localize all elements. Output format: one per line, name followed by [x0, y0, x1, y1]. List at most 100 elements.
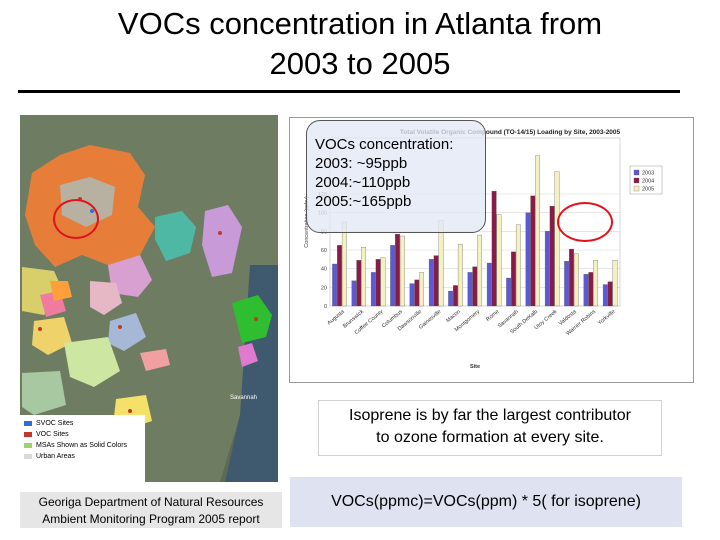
chart-legend-swatch	[633, 177, 640, 184]
msa-region-violet	[238, 343, 258, 367]
map-legend-swatch	[24, 443, 32, 448]
map-city-label: Savannah	[230, 395, 258, 401]
chart-bar-2005	[573, 253, 579, 307]
columbus-msa	[32, 317, 72, 355]
voc-site-marker	[218, 231, 222, 235]
map-legend-item: MSAs Shown as Solid Colors	[24, 440, 145, 451]
map-graphic	[20, 115, 278, 482]
voc-callout-heading: VOCs concentration:	[315, 136, 454, 153]
slide-title-line1: VOCs concentration in Atlanta from	[117, 6, 603, 41]
chart-bar-2003	[332, 263, 338, 307]
chart-y-tick-label: 40	[321, 267, 327, 273]
chart-legend-swatch	[633, 185, 640, 192]
chart-bar-2005	[438, 219, 444, 307]
chart-bar-2005	[612, 260, 618, 307]
augusta-msa	[202, 205, 242, 277]
voc-site-marker	[254, 317, 258, 321]
chart-bar-2005	[399, 235, 405, 307]
chart-bar-2004	[491, 191, 497, 307]
map-legend-label: MSAs Shown as Solid Colors	[36, 442, 128, 449]
voc-callout-2004: 2004:~110ppb	[315, 174, 411, 191]
slide-title: VOCs concentration in Atlanta from 2003 …	[20, 4, 700, 84]
chart-bar-2005	[535, 155, 541, 307]
map-legend-label: VOC Sites	[36, 431, 69, 438]
map-legend-item: Urban Areas	[24, 451, 145, 462]
chart-bar-2003	[525, 212, 531, 307]
chart-title: Total Volatile Organic Compound (TO-14/1…	[400, 129, 621, 136]
slide-title-line2: 2003 to 2005	[269, 46, 451, 81]
chart-bar-2004	[549, 205, 555, 307]
chart-bar-2003	[448, 290, 454, 307]
chart-y-tick-label: 0	[324, 304, 327, 310]
msa-region-lightgreen	[64, 337, 120, 387]
chart-bar-2004	[588, 272, 594, 307]
chart-bar-2004	[414, 279, 420, 307]
msa-region-rose	[90, 281, 122, 315]
chart-bar-2004	[453, 285, 458, 307]
chart-bar-2003	[370, 272, 376, 307]
chart-bar-2005	[477, 234, 483, 307]
chart-bar-2004	[530, 195, 536, 307]
chart-bar-2005	[457, 244, 463, 307]
map-legend-swatch	[24, 432, 32, 437]
chart-bar-2004	[433, 255, 439, 307]
msa-region-orange	[50, 281, 72, 301]
chart-highlight-ellipse	[557, 202, 613, 242]
chart-bar-2005	[593, 260, 599, 307]
chart-bar-2005	[361, 247, 367, 307]
isoprene-note: Isoprene is by far the largest contribut…	[318, 400, 662, 456]
chart-bar-2003	[428, 259, 434, 307]
chart-bar-2003	[390, 245, 396, 307]
msa-region-teal	[155, 211, 196, 261]
isoprene-note-line2: to ozone formation at every site.	[376, 429, 604, 446]
chart-legend-label: 2005	[642, 187, 654, 193]
chart-y-tick-label: 20	[321, 285, 327, 291]
chart-bar-2004	[337, 245, 342, 307]
voc-callout-2005: 2005:~165ppb	[315, 193, 412, 210]
chart-x-axis-label: Site	[470, 364, 480, 370]
chart-bar-2005	[554, 171, 560, 307]
chart-bar-2003	[544, 231, 550, 307]
savannah-msa	[232, 295, 272, 343]
map-legend-swatch	[24, 454, 32, 459]
msa-region-pink	[108, 255, 152, 297]
chart-y-tick-label: 60	[321, 248, 327, 254]
chart-bar-2004	[395, 233, 400, 307]
chart-bar-2004	[375, 259, 381, 307]
msa-region-sage	[22, 371, 66, 415]
title-underline	[18, 90, 680, 93]
chart-bar-2003	[602, 284, 608, 307]
chart-bar-2003	[486, 262, 492, 307]
map-legend: SVOC Sites VOC Sites MSAs Shown as Solid C…	[20, 415, 145, 482]
chart-x-tick-label: Rome	[485, 309, 500, 323]
macon-msa	[108, 313, 146, 351]
chart-bar-2004	[356, 260, 362, 307]
chart-bar-2004	[569, 248, 574, 307]
source-credit-line1: Georiga Department of Natural Resources	[38, 495, 264, 509]
voc-site-marker	[118, 325, 122, 329]
source-credit-line2: Ambient Monitoring Program 2005 report	[42, 512, 260, 526]
voc-site-marker	[128, 409, 132, 413]
chart-legend-label: 2003	[642, 171, 654, 177]
georgia-monitoring-map: Savannah SVOC Sites VOC Sites MSAs Shown a…	[20, 115, 278, 482]
chart-bar-2005	[380, 257, 386, 307]
chart-bar-2005	[419, 272, 425, 307]
chart-bar-2005	[341, 221, 347, 307]
chart-bar-2004	[607, 281, 613, 307]
chart-legend-swatch	[633, 169, 640, 176]
chart-bar-2004	[472, 266, 478, 307]
voc-site-marker	[38, 327, 42, 331]
voc-callout-2003: 2003: ~95ppb	[315, 155, 408, 172]
voc-concentration-callout: VOCs concentration: 2003: ~95ppb 2004:~1…	[306, 120, 486, 233]
chart-bar-2003	[351, 280, 357, 307]
warner-robins-msa	[140, 349, 170, 371]
isoprene-note-line1: Isoprene is by far the largest contribut…	[349, 407, 631, 424]
chart-bar-2003	[564, 261, 570, 307]
map-legend-label: Urban Areas	[36, 453, 75, 460]
voc-loading-chart: Total Volatile Organic Compound (TO-14/1…	[289, 117, 694, 383]
atlanta-highlight-ellipse	[53, 199, 99, 239]
chart-x-tick-label: Yorkville	[597, 309, 616, 327]
source-credit: Georiga Department of Natural Resources …	[20, 492, 282, 528]
chart-bar-2003	[467, 272, 473, 307]
map-legend-item: VOC Sites	[24, 429, 145, 440]
